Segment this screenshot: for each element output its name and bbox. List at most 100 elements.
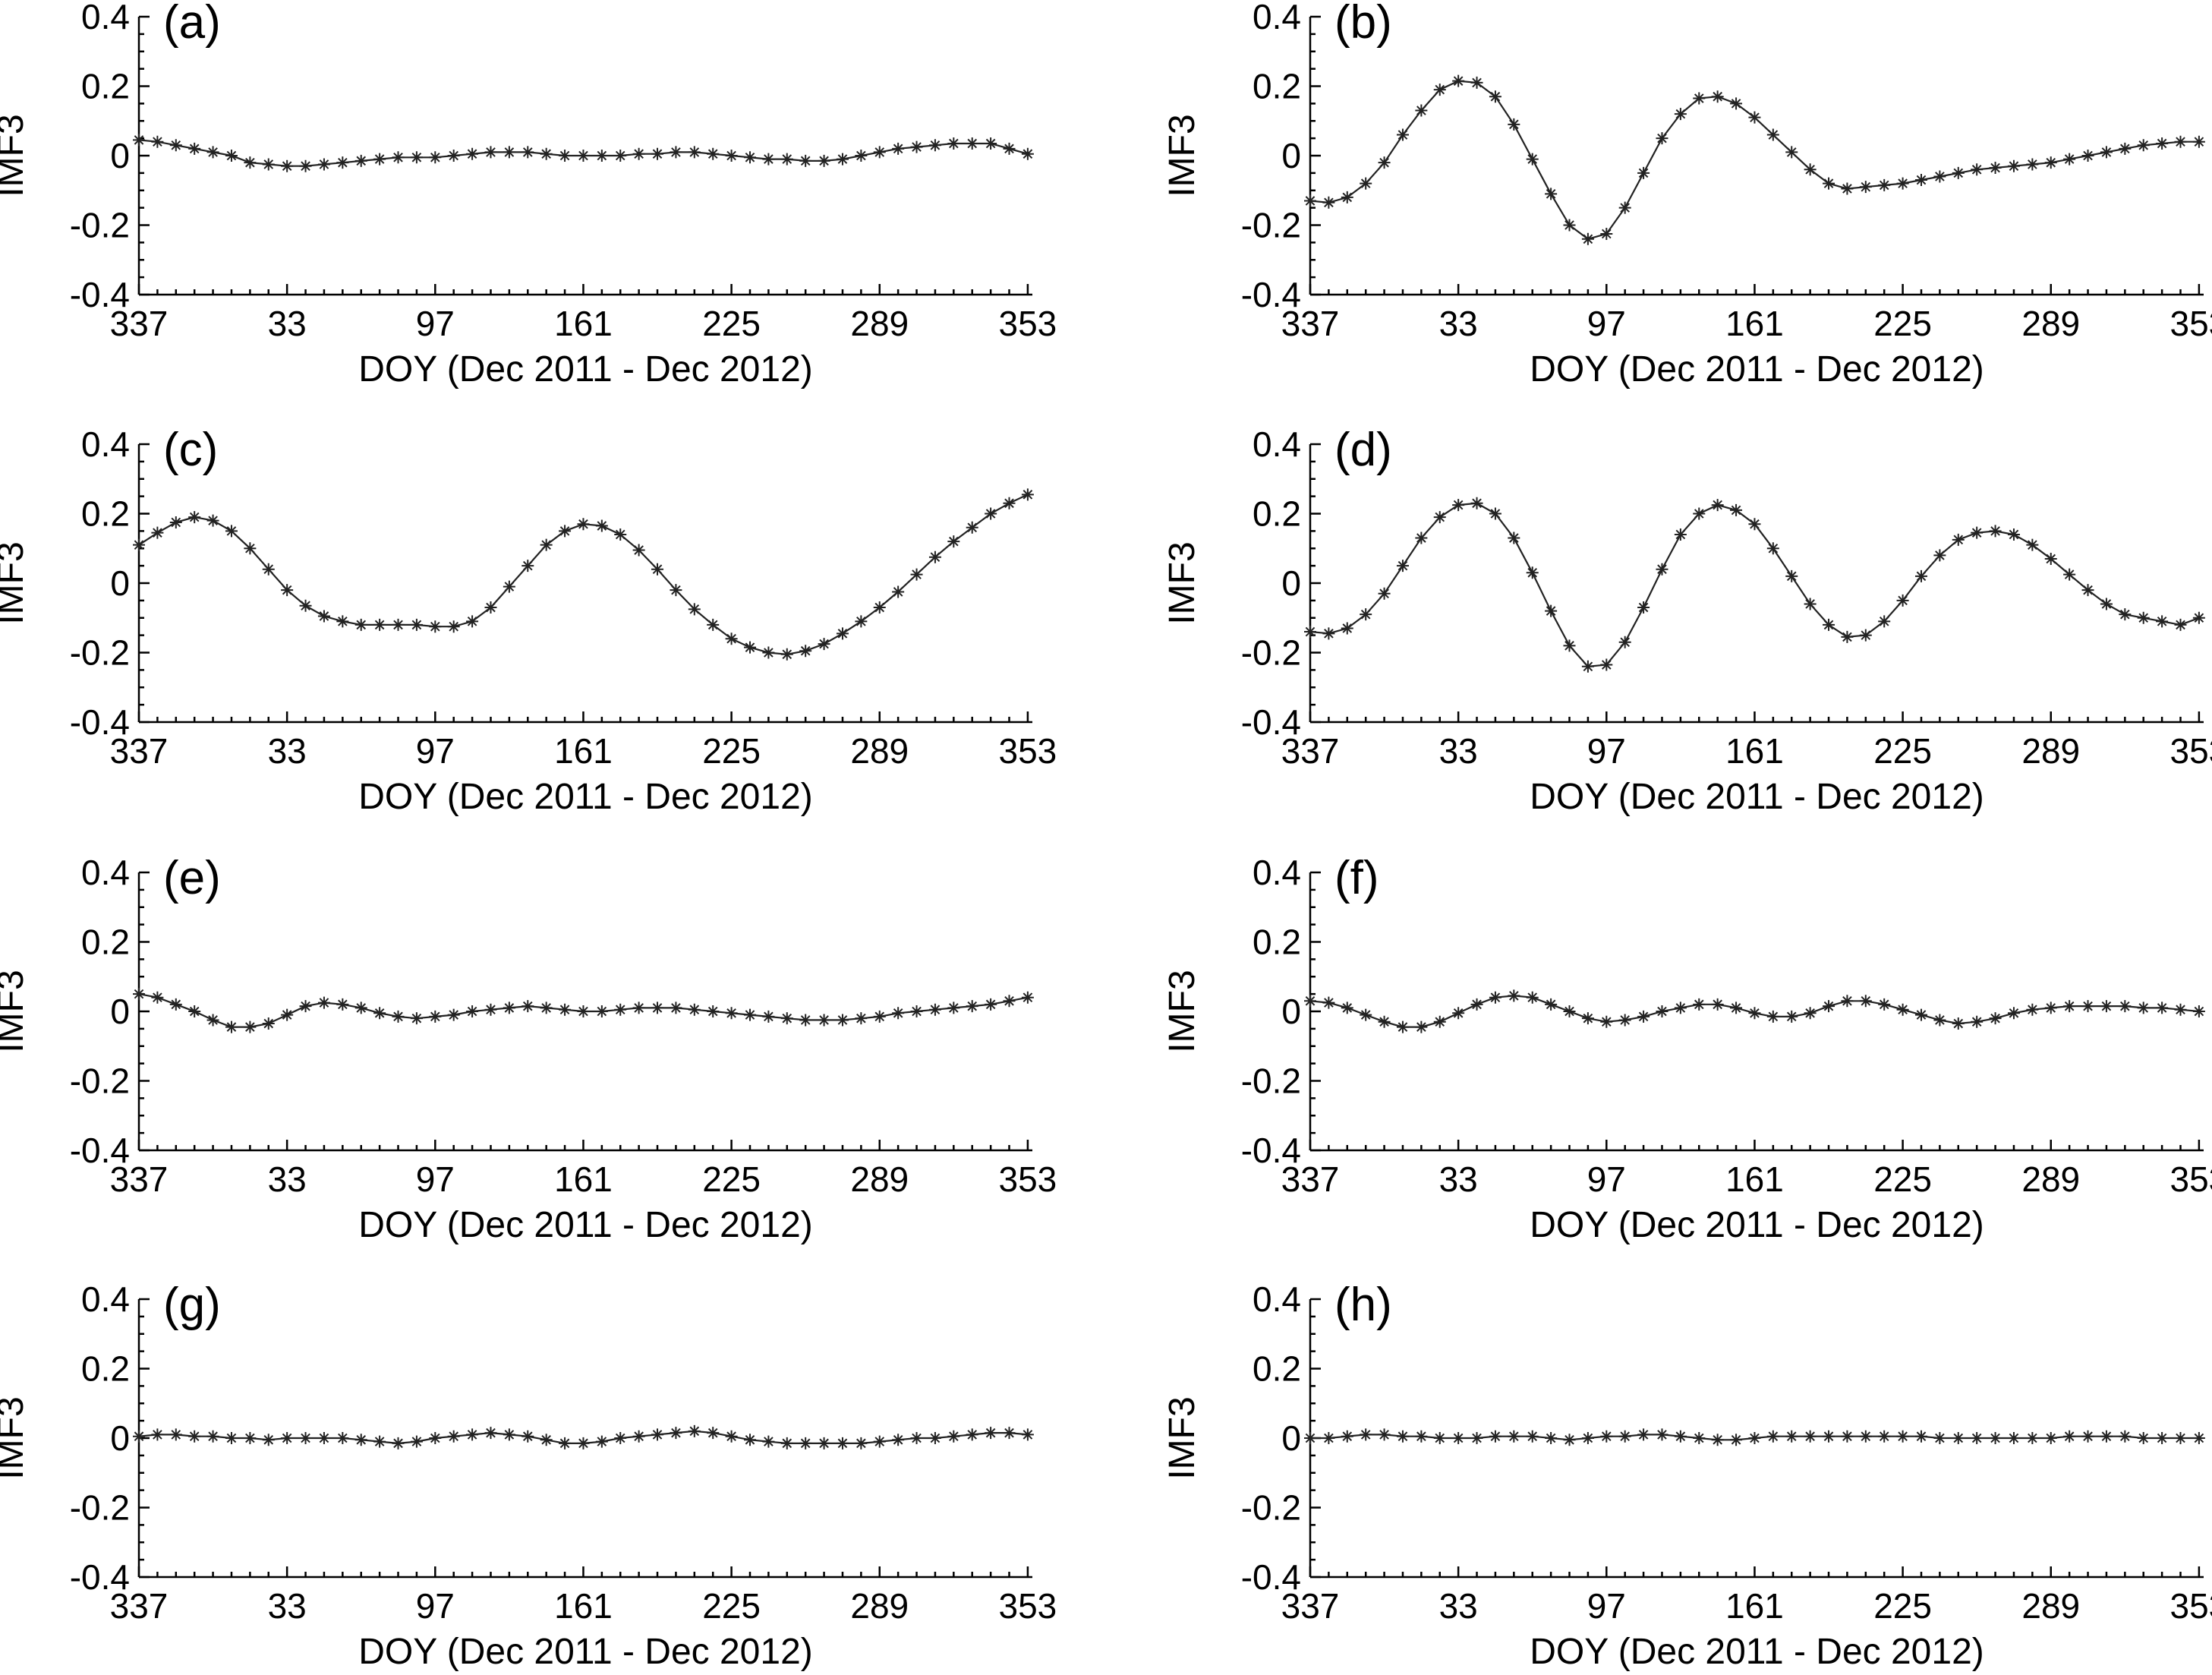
data-point-marker <box>299 1432 312 1444</box>
data-point-marker <box>373 618 386 631</box>
y-tick-label: 0 <box>1281 992 1301 1031</box>
data-point-marker <box>595 150 608 162</box>
x-tick-label: 353 <box>999 304 1057 343</box>
data-point-marker <box>1322 1432 1335 1444</box>
data-point-marker <box>1360 1428 1372 1441</box>
data-point-marker <box>151 991 164 1004</box>
data-point-marker <box>1433 511 1446 524</box>
data-point-marker <box>466 1005 479 1017</box>
data-point-marker <box>614 150 627 162</box>
data-point-marker <box>521 1000 534 1013</box>
y-tick-label: 0 <box>110 992 130 1031</box>
data-point-marker <box>651 1002 664 1014</box>
data-point-marker <box>299 159 312 172</box>
data-point-marker <box>1766 128 1779 141</box>
x-tick-label: 353 <box>2170 1159 2212 1199</box>
data-point-marker <box>1396 560 1409 573</box>
data-point-marker <box>670 584 682 597</box>
data-point-marker <box>1618 201 1631 214</box>
x-tick-label: 225 <box>702 304 761 343</box>
y-tick-label: 0.4 <box>1253 1279 1301 1319</box>
data-point-marker <box>133 1430 145 1443</box>
data-point-marker <box>928 1003 941 1016</box>
data-point-marker <box>855 1437 868 1449</box>
x-tick-label: 33 <box>268 1586 307 1626</box>
data-point-marker <box>317 1432 330 1444</box>
data-point-marker <box>2100 598 2113 610</box>
data-point-marker <box>966 1428 978 1441</box>
data-point-marker <box>1823 177 1835 190</box>
x-tick-label: 225 <box>1873 1159 1932 1199</box>
x-tick-label: 353 <box>999 1586 1057 1626</box>
data-point-marker <box>188 142 201 155</box>
data-point-marker <box>447 1008 460 1021</box>
data-point-marker <box>892 1434 905 1446</box>
x-tick-label: 33 <box>268 731 307 771</box>
x-tick-label: 97 <box>1587 731 1626 771</box>
data-point-marker <box>2192 1005 2205 1017</box>
x-tick-label: 161 <box>1725 1159 1784 1199</box>
data-point-marker <box>1021 488 1034 501</box>
data-point-marker <box>1581 1012 1594 1025</box>
data-point-marker <box>762 1435 775 1448</box>
data-point-marker <box>2044 156 2057 169</box>
x-tick-label: 33 <box>1439 304 1478 343</box>
data-point-marker <box>1637 601 1650 614</box>
data-point-marker <box>1859 629 1872 642</box>
y-tick-label: -0.4 <box>70 1557 130 1597</box>
data-point-marker <box>1433 1015 1446 1028</box>
data-point-marker <box>725 1007 738 1020</box>
data-point-marker <box>1378 156 1391 169</box>
data-point-marker <box>169 998 182 1011</box>
data-point-marker <box>836 627 849 640</box>
data-point-marker <box>317 996 330 1009</box>
data-point-marker <box>206 514 219 527</box>
data-point-marker <box>206 1014 219 1027</box>
data-point-marker <box>1933 549 1946 562</box>
data-point-marker <box>2119 142 2132 155</box>
x-tick-label: 289 <box>2021 731 2080 771</box>
data-point-marker <box>503 1428 515 1441</box>
data-point-marker <box>1452 1432 1465 1444</box>
data-point-marker <box>1452 499 1465 512</box>
x-tick-label: 97 <box>1587 1586 1626 1626</box>
data-point-marker <box>2137 1432 2150 1444</box>
panel-label: (d) <box>1334 424 1392 476</box>
data-point-marker <box>1489 1430 1501 1443</box>
data-point-marker <box>836 153 849 166</box>
data-point-marker <box>1896 594 1909 607</box>
data-point-marker <box>2081 584 2094 597</box>
data-point-marker <box>1304 1432 1316 1444</box>
data-point-marker <box>577 518 590 531</box>
data-point-marker <box>966 1000 978 1013</box>
data-point-marker <box>799 1437 812 1449</box>
panel-label: (g) <box>163 1279 221 1331</box>
data-point-marker <box>1989 1012 2002 1025</box>
x-tick-label: 289 <box>850 1586 909 1626</box>
data-point-marker <box>1581 1432 1594 1444</box>
data-point-marker <box>354 1002 367 1014</box>
y-tick-label: 0 <box>1281 1418 1301 1458</box>
data-point-marker <box>651 147 664 160</box>
data-point-marker <box>725 632 738 645</box>
x-tick-label: 97 <box>1587 1159 1626 1199</box>
data-point-marker <box>818 1014 830 1027</box>
data-point-marker <box>1526 566 1539 579</box>
data-point-marker <box>1656 1005 1668 1017</box>
y-axis-label: IMF3 <box>0 114 31 197</box>
data-point-marker <box>910 1432 923 1444</box>
data-point-marker <box>2174 1432 2187 1444</box>
data-point-marker <box>1711 90 1724 103</box>
data-point-marker <box>707 1005 720 1017</box>
data-point-marker <box>595 519 608 532</box>
data-point-marker <box>1878 615 1891 628</box>
x-tick-label: 353 <box>999 1159 1057 1199</box>
x-tick-label: 97 <box>416 731 455 771</box>
data-point-marker <box>1823 1000 1835 1013</box>
y-tick-label: 0 <box>110 563 130 603</box>
x-tick-label: 225 <box>702 1586 761 1626</box>
y-tick-label: 0.4 <box>1253 0 1301 36</box>
data-point-marker <box>707 1427 720 1440</box>
data-point-marker <box>836 1437 849 1449</box>
y-tick-label: 0 <box>1281 563 1301 603</box>
